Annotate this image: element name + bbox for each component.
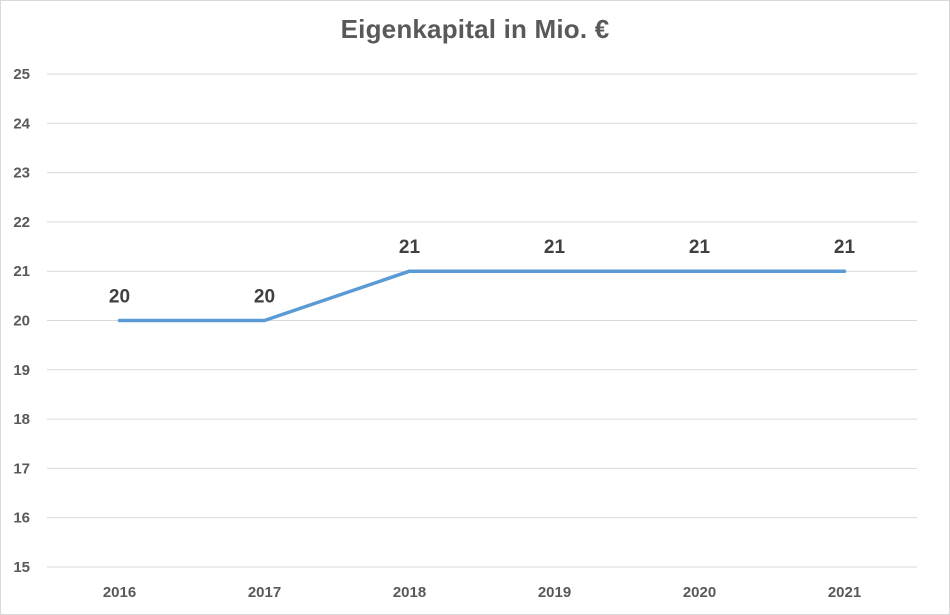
y-tick-label: 18 (13, 411, 30, 428)
y-tick-label: 21 (13, 263, 30, 280)
y-tick-label: 25 (13, 66, 30, 83)
x-tick-label: 2019 (538, 584, 571, 601)
y-tick-label: 20 (13, 313, 30, 330)
x-tick-label: 2017 (248, 584, 281, 601)
x-axis-tick-labels: 2016 2017 2018 2019 2020 2021 (103, 584, 861, 601)
y-axis-tick-labels: 15 16 17 18 19 20 21 22 23 24 25 (13, 66, 30, 576)
x-tick-label: 2021 (828, 584, 861, 601)
y-tick-label: 17 (13, 460, 30, 477)
data-label: 20 (109, 287, 130, 308)
y-tick-label: 16 (13, 510, 30, 527)
x-tick-label: 2016 (103, 584, 136, 601)
data-label: 21 (399, 237, 421, 258)
y-tick-label: 23 (13, 165, 30, 182)
y-tick-label: 19 (13, 362, 30, 379)
data-labels: 20 20 21 21 21 21 (109, 237, 856, 307)
x-tick-label: 2020 (683, 584, 716, 601)
data-label: 21 (544, 237, 566, 258)
data-label: 21 (689, 237, 711, 258)
series-line (117, 269, 847, 323)
data-label: 20 (254, 287, 275, 308)
y-tick-label: 24 (13, 115, 30, 132)
series-group (117, 269, 847, 323)
y-tick-label: 22 (13, 214, 30, 231)
y-tick-label: 15 (13, 559, 30, 576)
data-label: 21 (834, 237, 856, 258)
x-tick-label: 2018 (393, 584, 426, 601)
chart-title: Eigenkapital in Mio. € (340, 14, 610, 44)
